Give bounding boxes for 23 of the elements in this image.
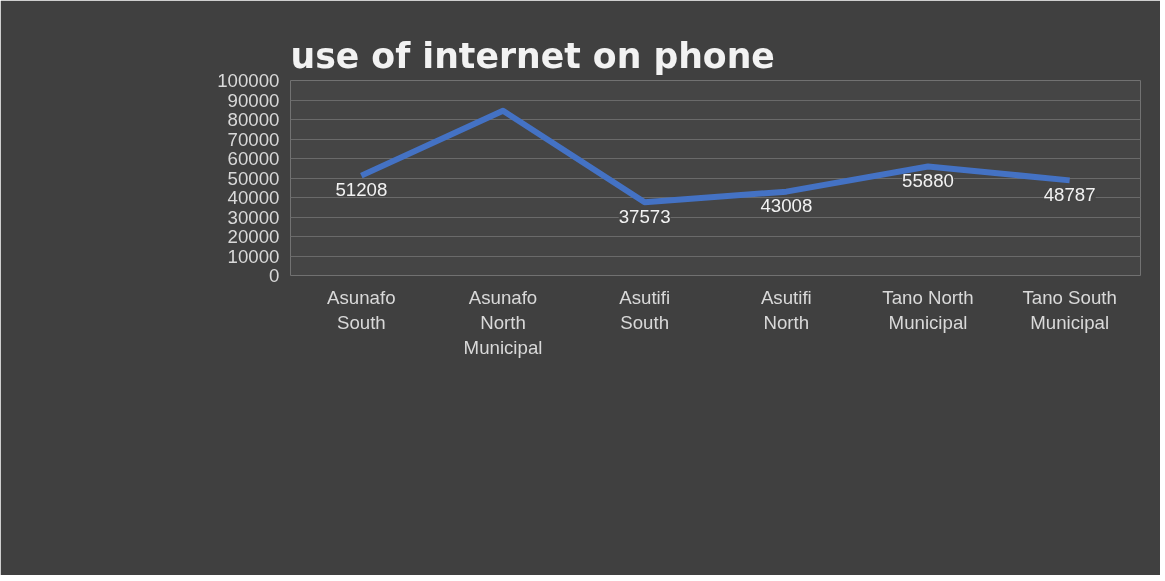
data-label: 43008	[760, 195, 813, 217]
data-label: 48787	[1043, 183, 1096, 205]
x-tick-label: Tano North Municipal	[882, 286, 974, 333]
y-tick-label: 70000	[227, 128, 280, 150]
y-tick-label: 0	[269, 265, 280, 286]
x-tick-label: Asutifi North	[760, 286, 812, 333]
data-label: 51208	[335, 179, 388, 201]
y-tick-label: 30000	[227, 206, 280, 228]
y-tick-label: 10000	[227, 245, 280, 267]
x-tick-label: Asutifi South	[619, 286, 671, 333]
y-tick-label: 50000	[227, 167, 280, 189]
y-tick-label: 90000	[227, 89, 280, 111]
chart-title: use of internet on phone	[290, 35, 775, 76]
y-tick-label: 100000	[217, 70, 280, 91]
data-label: 55880	[902, 170, 954, 192]
y-tick-label: 20000	[227, 226, 280, 247]
y-tick-label: 40000	[227, 187, 280, 208]
data-label: 37573	[618, 205, 671, 227]
x-tick-label: Asunafo North Municipal	[463, 286, 543, 358]
y-tick-label: 60000	[227, 148, 280, 169]
x-tick-label: Tano South Municipal	[1022, 286, 1117, 333]
y-tick-label: 80000	[227, 109, 280, 130]
x-tick-label: Asunafo South	[327, 286, 396, 333]
